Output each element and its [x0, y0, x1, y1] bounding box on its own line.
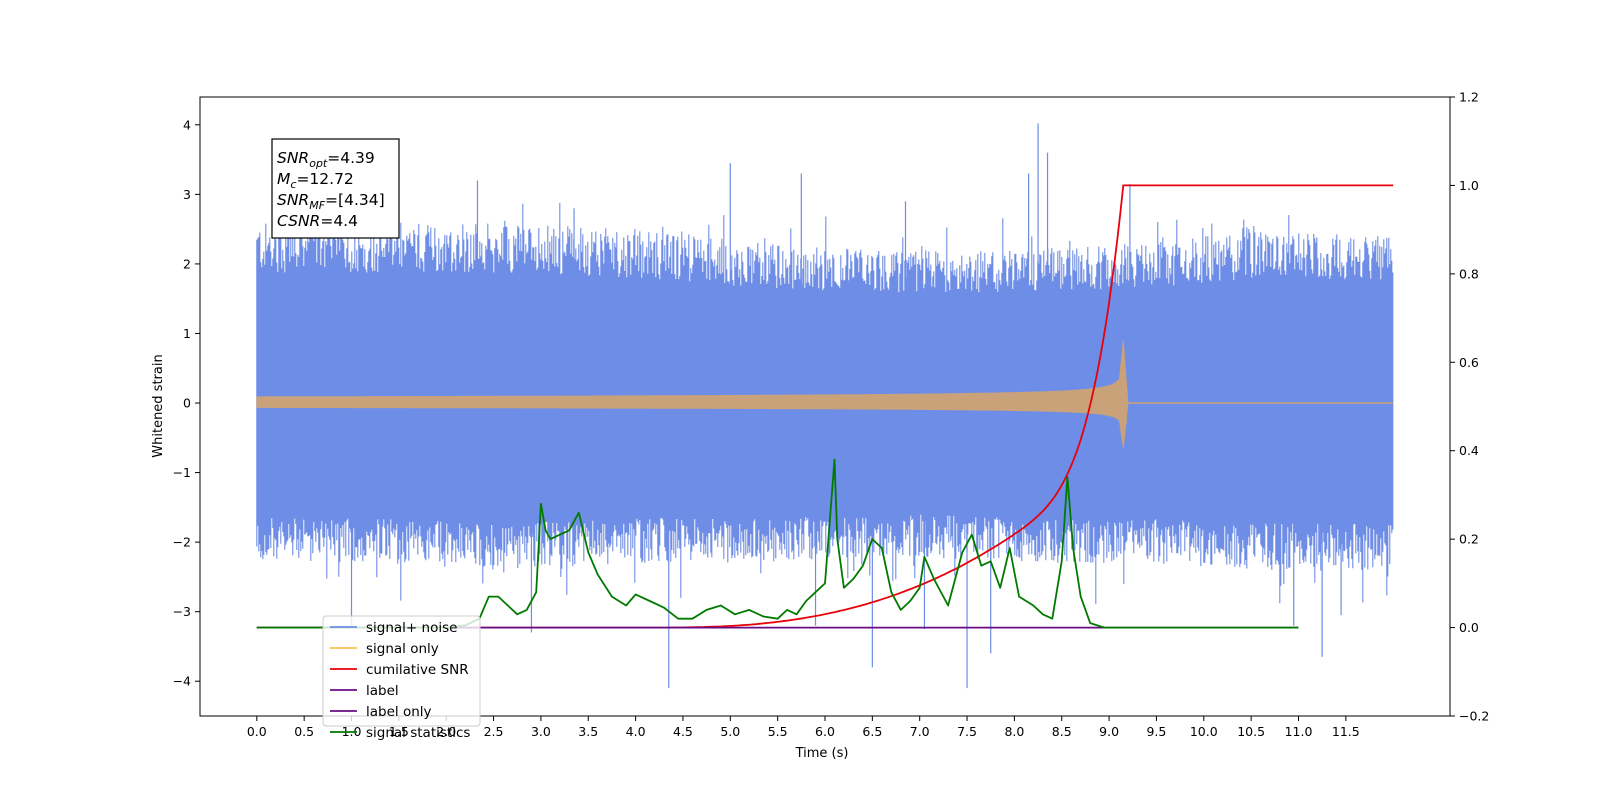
- x-tick-label: 8.0: [1004, 724, 1024, 739]
- y-tick-label: −4: [173, 674, 191, 689]
- x-tick-label: 3.5: [578, 724, 598, 739]
- y2-tick-label: 0.2: [1459, 532, 1479, 547]
- x-tick-label: 1.5: [389, 724, 409, 739]
- x-tick-label: 10.5: [1237, 724, 1265, 739]
- y-tick-label: −1: [173, 465, 191, 480]
- x-axis-label: Time (s): [795, 746, 849, 761]
- annotation-line: SNRMF=[4.34]: [277, 191, 385, 212]
- x-tick-label: 11.0: [1285, 724, 1313, 739]
- signal-only-trace: [256, 340, 1394, 449]
- annotation-line: SNRopt=4.39: [277, 149, 375, 170]
- x-tick-label: 4.5: [673, 724, 693, 739]
- legend-entry: signal only: [366, 641, 439, 657]
- annotation-line: CSNR=4.4: [277, 212, 358, 230]
- y2-tick-label: 1.2: [1459, 90, 1479, 105]
- x-tick-label: 9.5: [1146, 724, 1166, 739]
- x-tick-label: 2.5: [484, 724, 504, 739]
- legend-entry: cumilative SNR: [366, 662, 469, 678]
- x-tick-label: 11.5: [1332, 724, 1360, 739]
- y2-tick-label: 1.0: [1459, 178, 1479, 193]
- y2-tick-label: 0.8: [1459, 266, 1479, 281]
- x-tick-label: 7.5: [957, 724, 977, 739]
- y2-tick-label: 0.6: [1459, 355, 1479, 370]
- y-tick-label: 0: [183, 396, 191, 411]
- legend-frame: [322, 615, 481, 727]
- signal-statistics-line: [256, 458, 1299, 629]
- signal-only-envelope: [256, 340, 1129, 449]
- x-tick-label: 6.5: [862, 724, 882, 739]
- y-axis-right: 1.2 1.0 0.8 0.6 0.4 0.2 0.0 −0.2: [1450, 90, 1489, 724]
- legend: signal+ noise signal only cumilative SNR la…: [322, 615, 481, 741]
- signal-noise-trace: [256, 123, 1394, 689]
- y-axis-left: 4 3 2 1 0 −1 −2 −3 −4: [173, 117, 200, 689]
- x-tick-label: 9.0: [1099, 724, 1119, 739]
- y2-tick-label: 0.0: [1459, 620, 1479, 635]
- y-axis-label: Whitened strain: [151, 354, 166, 457]
- annotation-line: Mc=12.72: [277, 170, 354, 191]
- x-tick-label: 0.0: [247, 724, 267, 739]
- y-tick-label: 3: [183, 187, 191, 202]
- y-tick-label: 2: [183, 256, 191, 271]
- legend-entry: label only: [366, 704, 432, 720]
- y-tick-label: 1: [183, 326, 191, 341]
- x-tick-label: 0.5: [294, 724, 314, 739]
- x-tick-label: 7.0: [910, 724, 930, 739]
- x-axis: 0.0 0.5 1.0 1.5 2.0 2.5 3.0 3.5 4.0 4.5 5.0 5.5 6.0 6…: [247, 716, 1360, 739]
- legend-entry: signal statistics: [366, 725, 470, 741]
- x-tick-label: 8.5: [1052, 724, 1072, 739]
- y2-tick-label: −0.2: [1459, 709, 1489, 724]
- y-tick-label: −2: [173, 535, 191, 550]
- x-tick-label: 5.0: [720, 724, 740, 739]
- legend-entry: signal+ noise: [366, 620, 457, 636]
- x-tick-label: 4.0: [626, 724, 646, 739]
- y2-tick-label: 0.4: [1459, 443, 1479, 458]
- legend-entry: label: [366, 683, 399, 699]
- y-tick-label: 4: [183, 117, 191, 132]
- x-tick-label: 2.0: [436, 724, 456, 739]
- x-tick-label: 6.0: [815, 724, 835, 739]
- x-tick-label: 3.0: [531, 724, 551, 739]
- x-tick-label: 5.5: [768, 724, 788, 739]
- annotation-frame: [271, 138, 400, 239]
- y-tick-label: −3: [173, 604, 191, 619]
- x-tick-label: 10.0: [1190, 724, 1218, 739]
